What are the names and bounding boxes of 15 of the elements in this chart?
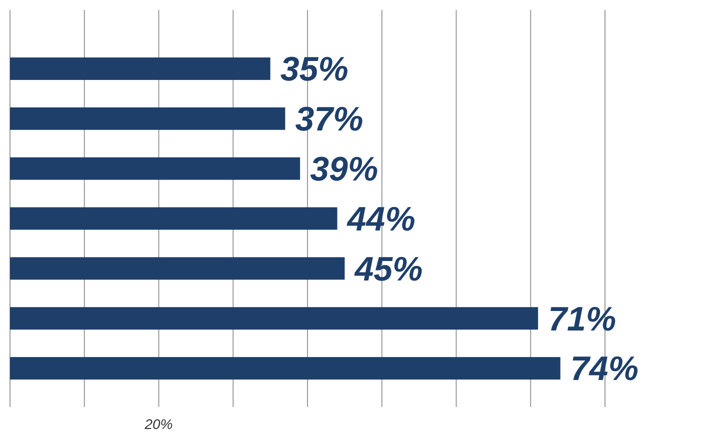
data-label: 39% — [310, 150, 378, 188]
data-label: 44% — [346, 200, 416, 238]
data-label: 74% — [570, 350, 638, 388]
bar — [10, 57, 270, 80]
data-label: 37% — [295, 100, 364, 139]
data-label: 35% — [280, 50, 348, 89]
bar — [10, 207, 338, 230]
bar — [10, 257, 345, 280]
bar — [10, 157, 300, 180]
bar — [10, 307, 538, 330]
bar — [10, 357, 560, 380]
data-label: 45% — [354, 250, 423, 288]
bar — [10, 107, 286, 130]
x-tick-label: 20% — [144, 416, 173, 432]
data-label: 71% — [548, 300, 616, 338]
